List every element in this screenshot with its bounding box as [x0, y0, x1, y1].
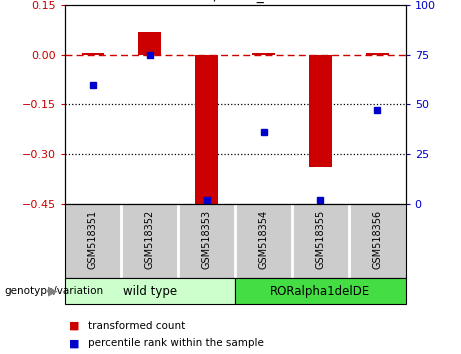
Text: GSM518352: GSM518352: [145, 210, 155, 269]
Text: GSM518355: GSM518355: [315, 210, 325, 269]
Bar: [195, 55, 218, 205]
Text: GSM518351: GSM518351: [88, 210, 98, 269]
Bar: [65, 278, 235, 304]
Text: ■: ■: [69, 338, 80, 348]
Title: GDS3720 / ILMN_2606873: GDS3720 / ILMN_2606873: [144, 0, 326, 3]
Text: transformed count: transformed count: [88, 321, 185, 331]
Bar: [235, 278, 406, 304]
Bar: [252, 53, 275, 55]
Text: GSM518356: GSM518356: [372, 210, 382, 269]
Bar: [138, 32, 161, 55]
Bar: [366, 53, 389, 55]
Text: RORalpha1delDE: RORalpha1delDE: [270, 285, 371, 298]
Bar: [309, 55, 332, 167]
Text: ■: ■: [69, 321, 80, 331]
Text: genotype/variation: genotype/variation: [5, 286, 104, 296]
Text: wild type: wild type: [123, 285, 177, 298]
Text: GSM518353: GSM518353: [201, 210, 212, 269]
Text: percentile rank within the sample: percentile rank within the sample: [88, 338, 264, 348]
Text: GSM518354: GSM518354: [259, 210, 269, 269]
Bar: [82, 53, 104, 55]
Text: ▶: ▶: [48, 285, 58, 298]
